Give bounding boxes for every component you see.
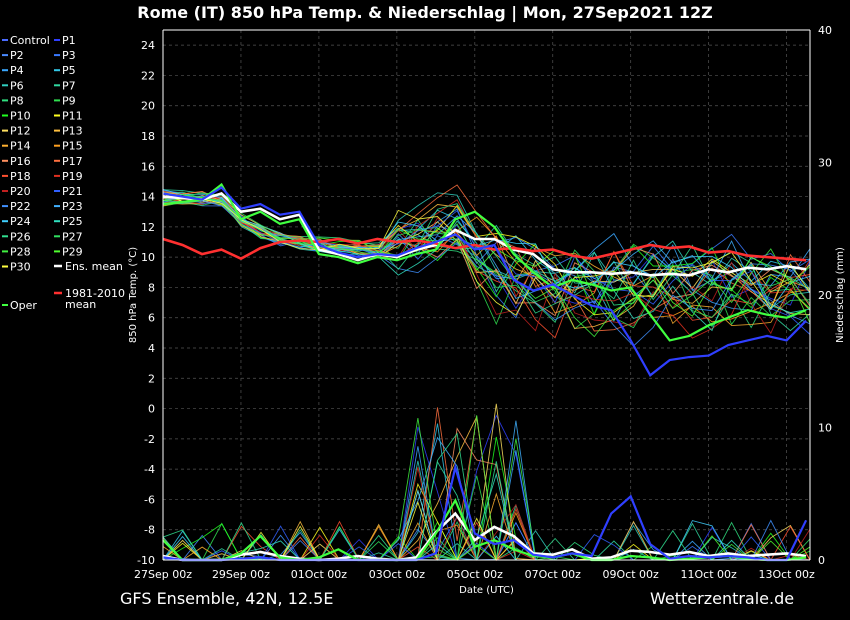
member-temp-line: [162, 194, 811, 338]
member-temp-line: [162, 198, 811, 332]
legend-label: P17: [62, 155, 83, 168]
series-line-oper-precip: [162, 497, 807, 562]
legend-label: P28: [10, 245, 31, 258]
x-tick-label: 03Oct 00z: [369, 568, 426, 581]
legend-label: P16: [10, 155, 31, 168]
legend-label: P5: [62, 64, 76, 77]
legend-label: P26: [10, 230, 31, 243]
x-axis-title: Date (UTC): [459, 585, 514, 596]
y-tick-label: 12: [141, 221, 155, 234]
legend-label: P3: [62, 49, 76, 62]
member-temp-line: [162, 193, 811, 316]
x-tick-label: 27Sep 00z: [134, 568, 192, 581]
legend-label: P4: [10, 64, 24, 77]
y2-tick-label: 30: [818, 157, 832, 170]
legend-label: P11: [62, 110, 83, 123]
legend-label: P24: [10, 215, 31, 228]
legend-label: Ens. mean: [65, 260, 123, 273]
legend-label: P13: [62, 125, 83, 138]
legend-label: Oper: [10, 299, 37, 312]
y2-tick-label: 20: [818, 289, 832, 302]
series-line-ens-mean-precip: [162, 511, 807, 562]
legend-label: P6: [10, 79, 24, 92]
legend-label: P21: [62, 185, 83, 198]
source-label: Wetterzentrale.de: [650, 589, 795, 608]
y-tick-label: 6: [148, 312, 155, 325]
legend-label: P14: [10, 140, 31, 153]
y-tick-label: 24: [141, 39, 155, 52]
y-tick-label: 2: [148, 372, 155, 385]
series-line-control-precip: [162, 462, 808, 562]
legend-label: P7: [62, 79, 76, 92]
y-tick-label: 16: [141, 160, 155, 173]
y2-tick-label: 0: [818, 554, 825, 567]
series-line-ens-mean-temp: [162, 192, 807, 277]
legend-label: P15: [62, 140, 83, 153]
member-temp-line: [162, 197, 811, 324]
y-tick-label: -8: [144, 524, 155, 537]
y-tick-label: 14: [141, 191, 155, 204]
y2-tick-label: 10: [818, 422, 832, 435]
y-axis-title: 850 hPa Temp. (°C): [128, 247, 139, 343]
y-tick-label: 10: [141, 251, 155, 264]
series-line-oper-temp: [162, 182, 807, 342]
x-tick-label: 13Oct 00z: [758, 568, 815, 581]
legend-label: 1981-2010: [65, 287, 125, 300]
model-label: GFS Ensemble, 42N, 12.5E: [120, 589, 334, 608]
y-tick-label: -6: [144, 493, 155, 506]
legend-label: mean: [65, 298, 96, 311]
legend-label: P23: [62, 200, 83, 213]
y2-tick-label: 40: [818, 24, 832, 37]
y-tick-label: -4: [144, 463, 155, 476]
legend-label: Control: [10, 34, 50, 47]
y-tick-label: 8: [148, 281, 155, 294]
y-tick-label: 18: [141, 130, 155, 143]
legend-label: P19: [62, 170, 83, 183]
y-tick-label: -10: [137, 554, 155, 567]
legend-label: P8: [10, 94, 24, 107]
x-tick-label: 29Sep 00z: [212, 568, 270, 581]
legend-label: P1: [62, 34, 76, 47]
legend-label: P2: [10, 49, 24, 62]
legend-label: P20: [10, 185, 31, 198]
legend-label: P25: [62, 215, 83, 228]
member-temp-line: [162, 199, 811, 314]
x-tick-label: 01Oct 00z: [291, 568, 348, 581]
y-tick-label: 20: [141, 100, 155, 113]
x-tick-label: 11Oct 00z: [681, 568, 738, 581]
y-tick-label: 0: [148, 403, 155, 416]
legend-label: P18: [10, 170, 31, 183]
member-temp-line: [162, 195, 811, 335]
x-tick-label: 05Oct 00z: [447, 568, 504, 581]
chart-title: Rome (IT) 850 hPa Temp. & Niederschlag |…: [137, 3, 713, 22]
member-temp-line: [162, 194, 811, 317]
legend-label: P10: [10, 110, 31, 123]
member-temp-line: [162, 189, 811, 311]
member-temp-line: [162, 196, 811, 316]
y-tick-label: -2: [144, 433, 155, 446]
y-tick-label: 22: [141, 69, 155, 82]
member-temp-line: [162, 192, 811, 339]
legend-label: P30: [10, 261, 31, 274]
series-line-control-temp: [162, 186, 807, 377]
legend-label: P27: [62, 230, 83, 243]
legend-label: P29: [62, 245, 83, 258]
member-temp-line: [162, 192, 811, 329]
legend-label: P9: [62, 94, 76, 107]
x-tick-label: 07Oct 00z: [525, 568, 582, 581]
y2-axis-title: Niederschlag (mm): [835, 247, 846, 343]
x-tick-label: 09Oct 00z: [603, 568, 660, 581]
legend-label: P12: [10, 125, 31, 138]
legend-label: P22: [10, 200, 31, 213]
y-tick-label: 4: [148, 342, 155, 355]
